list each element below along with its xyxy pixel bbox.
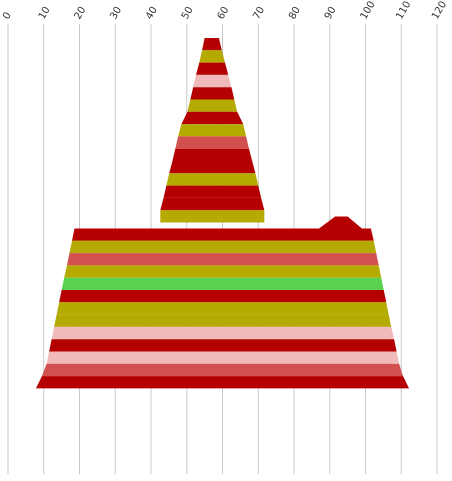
- x-tick-label: 110: [394, 0, 413, 22]
- funnel-band: [190, 87, 235, 100]
- x-tick-label: 20: [73, 5, 89, 22]
- funnel-band: [41, 363, 404, 377]
- x-tick-label: 10: [37, 5, 53, 22]
- funnel-band: [193, 74, 232, 88]
- x-tick-label: 0: [1, 10, 14, 21]
- funnel-band: [202, 38, 222, 51]
- x-tick-label: 40: [144, 5, 160, 22]
- funnel-band: [178, 124, 247, 137]
- funnel-band: [187, 99, 238, 112]
- funnel-band: [61, 277, 384, 290]
- x-tick-labels: 0 10 20 30 40 50 60 70 80 90 100 110 120: [1, 0, 449, 22]
- funnel-band: [66, 253, 379, 266]
- funnel-band: [160, 197, 265, 211]
- funnel-band: [49, 339, 397, 352]
- funnel-band: [54, 314, 392, 327]
- funnel-band: [64, 265, 382, 278]
- funnel-band: [172, 148, 253, 161]
- x-tick-label: 50: [180, 5, 196, 22]
- x-tick-label: 90: [323, 5, 339, 22]
- funnel-band: [71, 228, 374, 241]
- funnel-band: [166, 173, 259, 186]
- funnel-band: [169, 161, 256, 174]
- x-tick-label: 70: [251, 5, 267, 22]
- funnel-band: [160, 210, 265, 223]
- x-tick-label: 60: [216, 5, 232, 22]
- x-tick-label: 100: [359, 0, 378, 22]
- funnel-band: [175, 136, 249, 149]
- funnel-band: [56, 302, 389, 315]
- funnel-band: [69, 240, 377, 254]
- funnel-band: [163, 185, 262, 198]
- funnel-band: [196, 62, 229, 75]
- funnel-band-peak: [319, 216, 362, 229]
- funnel-band: [181, 111, 244, 125]
- funnel-band: [59, 290, 387, 303]
- funnel-band: [35, 376, 410, 389]
- x-tick-label: 30: [108, 5, 124, 22]
- x-tick-label: 120: [430, 0, 449, 22]
- funnel-band: [51, 326, 395, 340]
- funnel-band: [199, 50, 226, 63]
- x-tick-label: 80: [287, 5, 303, 22]
- funnel-band: [46, 351, 400, 364]
- funnel-bands: [35, 38, 410, 389]
